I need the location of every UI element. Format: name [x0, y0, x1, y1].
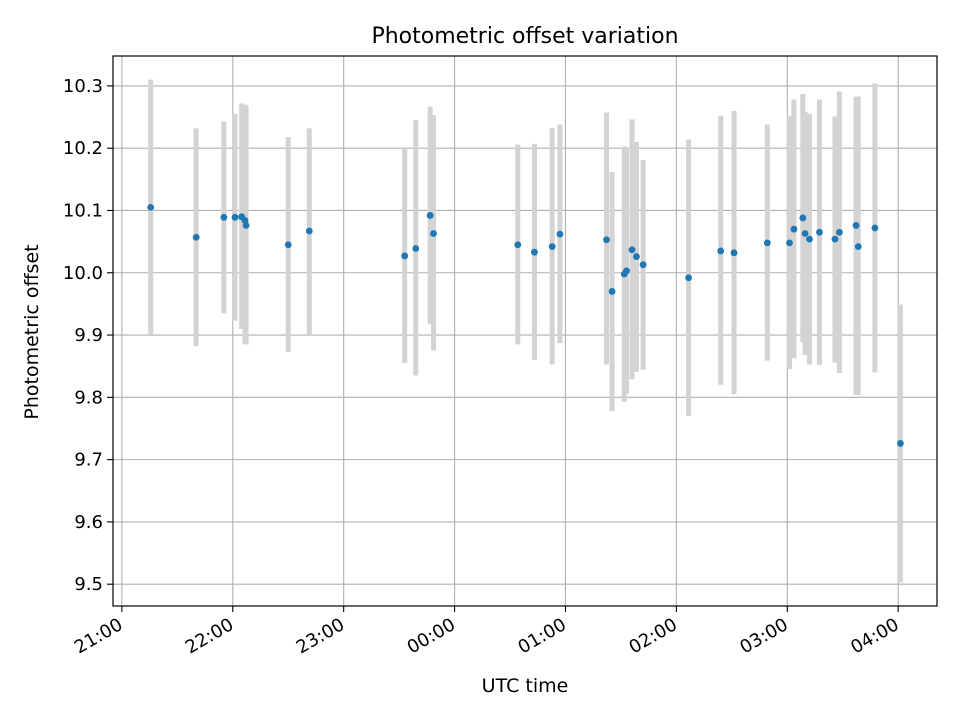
- y-tick-label: 10.2: [63, 138, 103, 159]
- y-tick-label: 9.6: [74, 512, 103, 533]
- data-point: [556, 230, 564, 238]
- data-point: [763, 239, 771, 247]
- y-tick-label: 9.5: [74, 574, 103, 595]
- data-point: [831, 235, 839, 243]
- data-point: [790, 225, 798, 233]
- data-point: [685, 274, 692, 282]
- data-point: [799, 214, 807, 222]
- y-tick-label: 10.3: [63, 76, 103, 97]
- data-point: [305, 227, 313, 235]
- y-tick-label: 9.8: [74, 387, 103, 408]
- y-tick-label: 9.7: [74, 450, 103, 471]
- y-tick-label: 9.9: [74, 325, 103, 346]
- x-axis-label: UTC time: [482, 675, 569, 697]
- data-point: [623, 267, 630, 275]
- data-point: [639, 261, 647, 269]
- data-point: [430, 230, 437, 237]
- data-point: [852, 222, 860, 229]
- y-tick-label: 10.0: [63, 263, 103, 284]
- data-point: [871, 224, 879, 232]
- data-point: [608, 288, 616, 295]
- data-point: [836, 228, 843, 236]
- data-point: [514, 241, 522, 249]
- data-point: [401, 252, 409, 260]
- data-point: [730, 249, 738, 257]
- data-point: [147, 203, 155, 211]
- data-point: [717, 247, 725, 255]
- data-point: [220, 213, 228, 221]
- data-point: [603, 236, 610, 244]
- data-point: [192, 233, 200, 241]
- data-point: [854, 243, 862, 251]
- data-point: [284, 241, 292, 249]
- data-point: [633, 253, 640, 260]
- chart-title: Photometric offset variation: [371, 24, 678, 49]
- data-point: [231, 213, 239, 221]
- data-point: [426, 212, 434, 219]
- plot-frame: [112, 55, 938, 607]
- data-point: [816, 228, 823, 236]
- data-point: [801, 230, 809, 237]
- data-point: [786, 239, 793, 247]
- y-axis-label: Photometric offset: [21, 244, 43, 419]
- data-points: [147, 203, 904, 447]
- data-point: [806, 235, 813, 243]
- data-point: [548, 243, 556, 251]
- data-point: [628, 246, 636, 254]
- data-point: [897, 440, 904, 447]
- y-tick-label: 10.1: [63, 200, 103, 221]
- data-point: [412, 245, 420, 252]
- data-point: [242, 222, 250, 229]
- data-point: [531, 248, 538, 256]
